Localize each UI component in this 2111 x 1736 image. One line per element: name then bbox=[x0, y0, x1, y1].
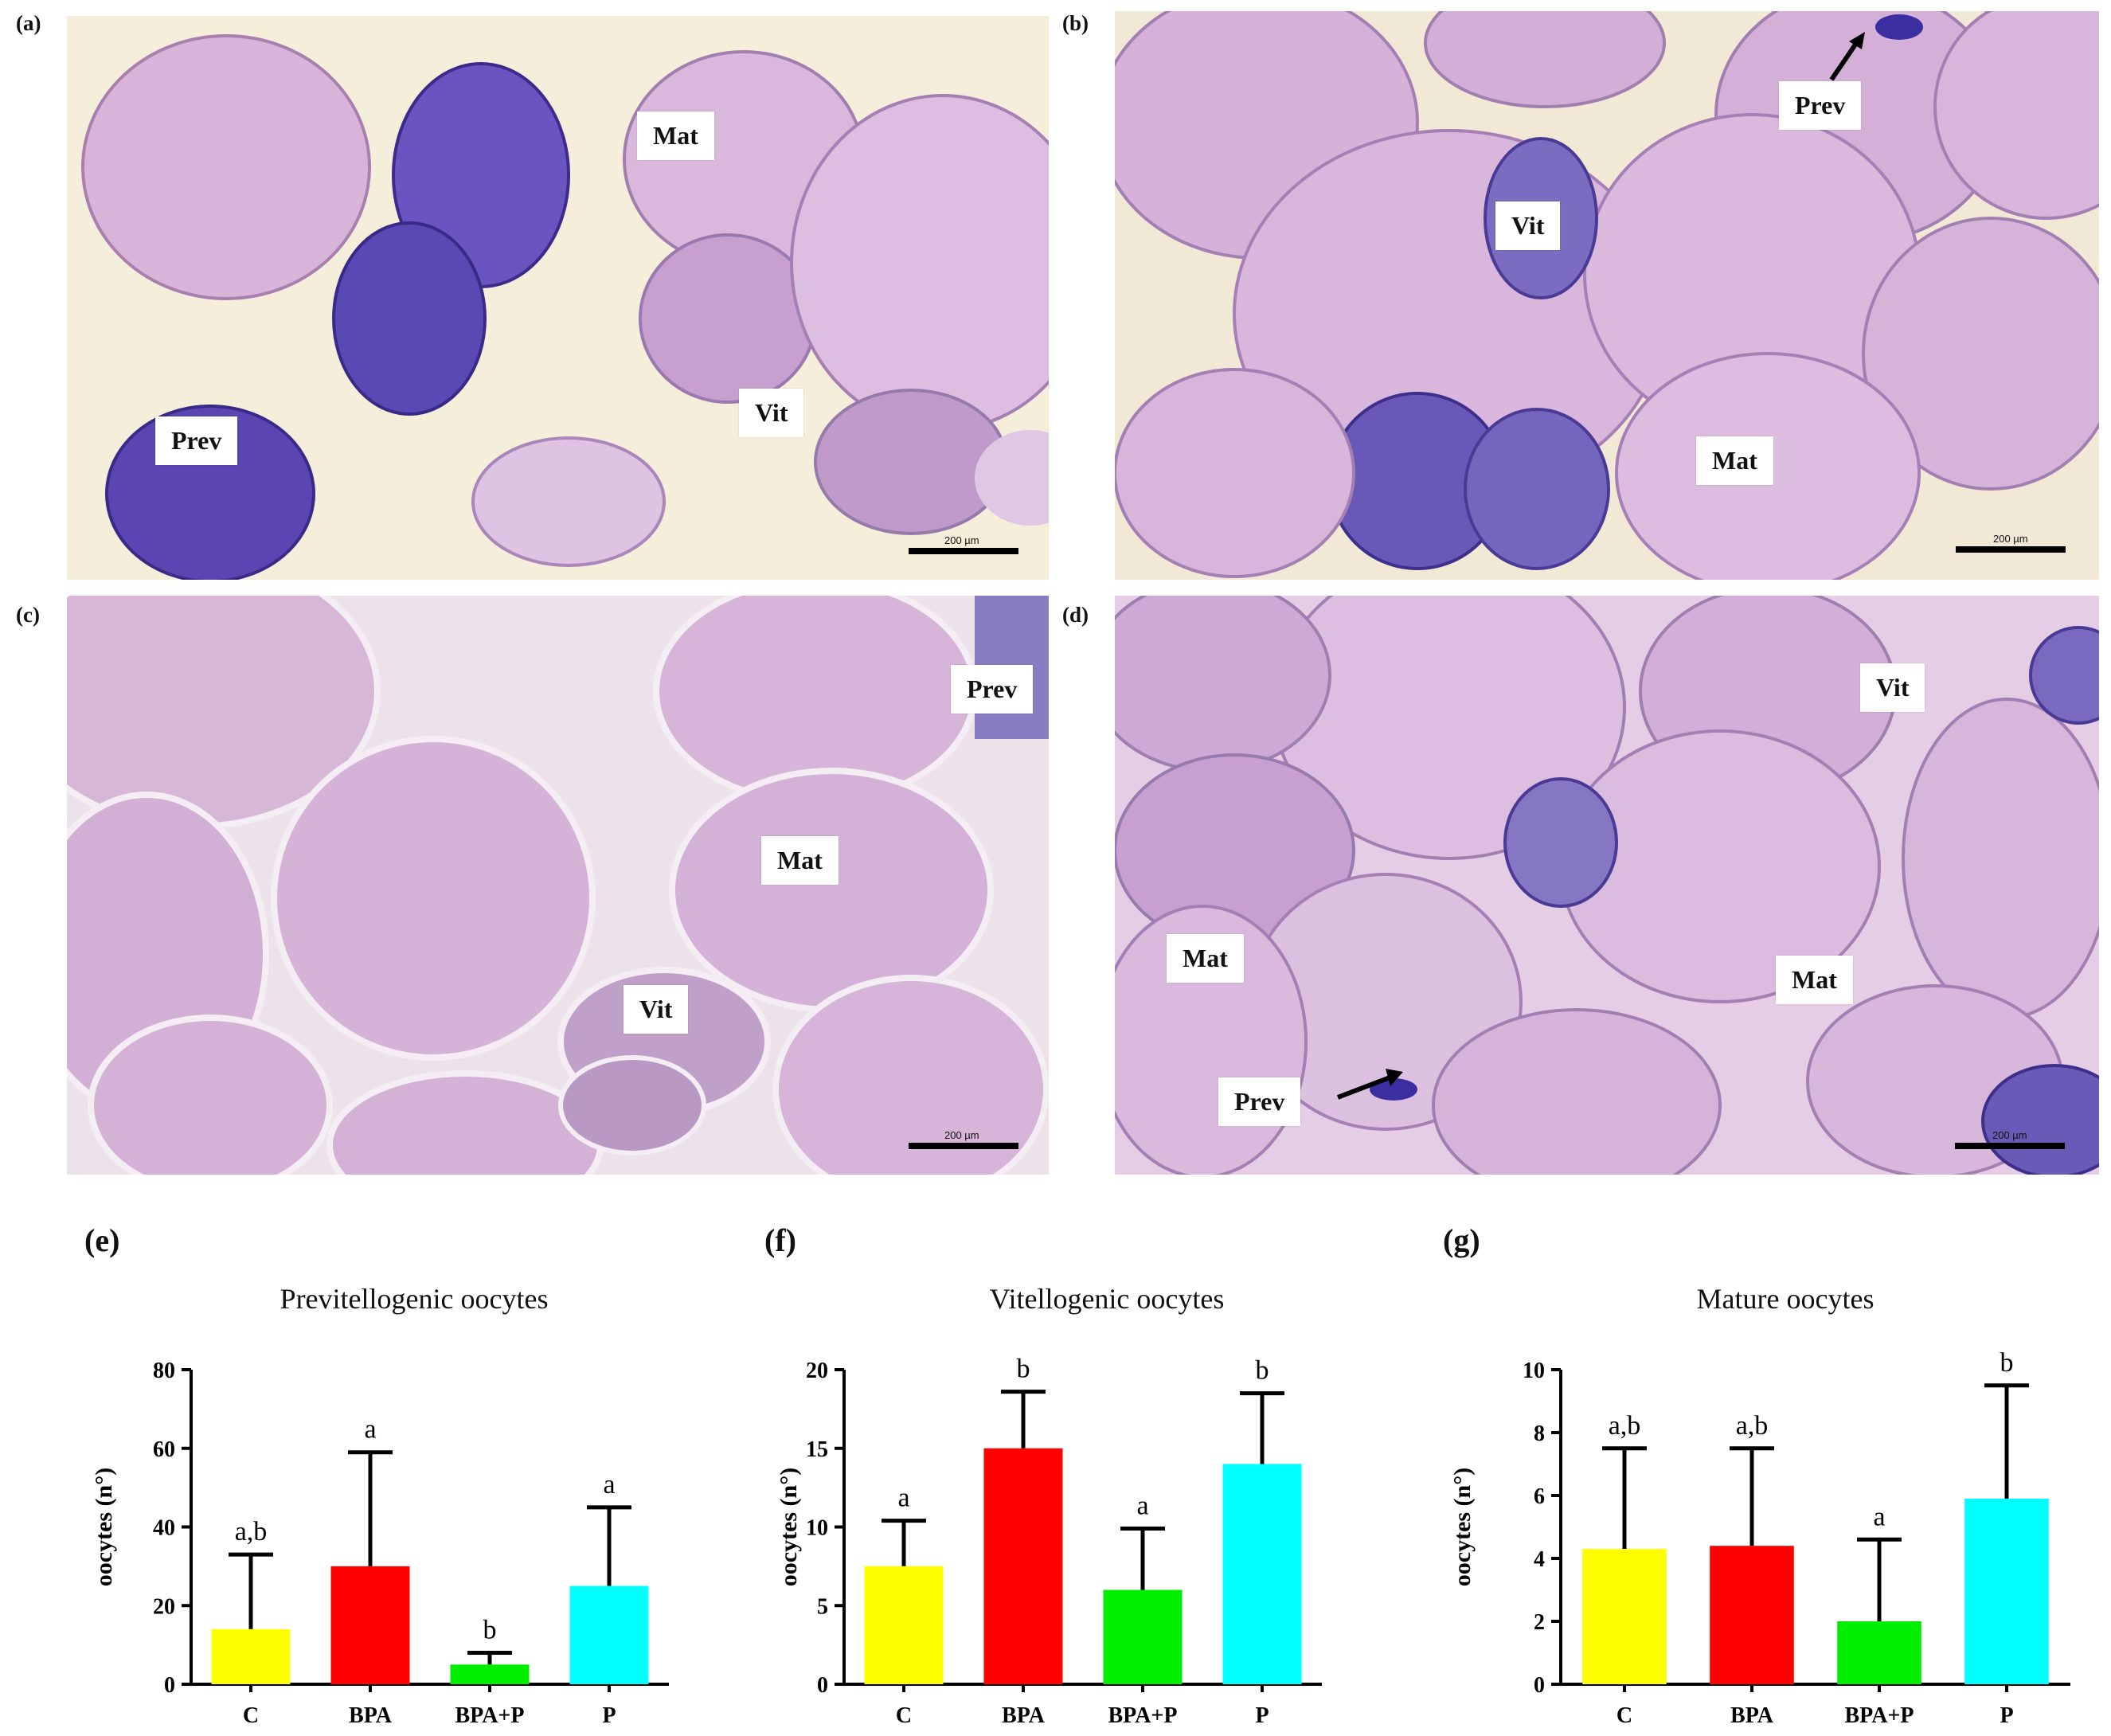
significance-letter: b bbox=[2000, 1348, 2014, 1378]
y-tick-label: 8 bbox=[1534, 1421, 1545, 1446]
y-tick-label: 0 bbox=[164, 1673, 175, 1698]
scale-label: 200 µm bbox=[944, 1129, 979, 1141]
bar-bpa-plus-p bbox=[1103, 1589, 1183, 1684]
bar-bpa-plus-p bbox=[450, 1664, 530, 1684]
tag-mat: Mat bbox=[637, 111, 714, 160]
x-tick-label: P bbox=[1255, 1703, 1269, 1728]
chart-svg: 0 2 4 6 8 10 oocytes (n°) a,b Ca,b BPA a BPA+P b P bbox=[1449, 1348, 2070, 1728]
tag-mat: Mat bbox=[1167, 934, 1244, 983]
y-tick-label: 0 bbox=[817, 1673, 828, 1698]
y-tick-label: 10 bbox=[1523, 1359, 1545, 1383]
x-tick-label: BPA+P bbox=[1845, 1703, 1914, 1728]
arrow-icon bbox=[1829, 32, 1865, 81]
bar-c bbox=[864, 1566, 944, 1684]
x-tick-label: BPA bbox=[349, 1703, 393, 1728]
arrow-icon bbox=[1336, 1069, 1403, 1100]
y-tick-label: 4 bbox=[1534, 1547, 1545, 1572]
significance-letter: b bbox=[1017, 1355, 1030, 1384]
y-tick-label: 10 bbox=[806, 1516, 828, 1541]
chart-label-g: (g) bbox=[1443, 1222, 1480, 1258]
significance-letter: a,b bbox=[235, 1517, 268, 1546]
tag-prev: Prev bbox=[1218, 1077, 1301, 1126]
x-tick-label: C bbox=[896, 1703, 912, 1728]
scale-bar bbox=[909, 548, 1018, 554]
chart-title: Mature oocytes bbox=[1696, 1283, 1874, 1315]
x-tick-label: C bbox=[243, 1703, 259, 1728]
chart-svg: 0 5 10 15 20 oocytes (n°) a Cb BPA a BPA+P b P bbox=[776, 1355, 1322, 1728]
panel-label-a: (a) bbox=[16, 11, 41, 35]
scale-label: 200 µm bbox=[944, 534, 979, 546]
micrograph-b bbox=[1115, 11, 2099, 580]
y-tick-label: 20 bbox=[153, 1594, 175, 1619]
x-tick-label: BPA+P bbox=[455, 1703, 525, 1728]
tag-mat: Mat bbox=[761, 836, 839, 885]
bar-bpa bbox=[330, 1566, 410, 1684]
tag-mat: Mat bbox=[1696, 436, 1773, 485]
x-tick-label: BPA bbox=[1730, 1703, 1774, 1728]
y-tick-label: 6 bbox=[1534, 1484, 1545, 1509]
bar-bpa bbox=[1710, 1546, 1794, 1684]
tag-mat: Mat bbox=[1776, 956, 1853, 1004]
chart-svg: 0 20 40 60 80 oocytes (n°) a,b Ca BPA b BPA+P a P bbox=[91, 1359, 669, 1728]
x-tick-label: P bbox=[602, 1703, 616, 1728]
bar-p bbox=[569, 1585, 649, 1684]
significance-letter: a bbox=[897, 1484, 909, 1513]
significance-letter: a,b bbox=[1609, 1411, 1641, 1441]
tag-vit: Vit bbox=[739, 389, 804, 437]
tag-vit: Vit bbox=[1860, 663, 1925, 712]
significance-letter: a bbox=[603, 1470, 615, 1499]
y-tick-label: 5 bbox=[817, 1594, 828, 1619]
scale-bar bbox=[1955, 1143, 2065, 1149]
tag-vit: Vit bbox=[624, 985, 689, 1034]
panel-label-c: (c) bbox=[16, 603, 40, 627]
scale-label: 200 µm bbox=[1993, 533, 2028, 545]
tag-prev: Prev bbox=[1779, 81, 1862, 130]
significance-letter: b bbox=[1256, 1356, 1269, 1386]
y-tick-label: 15 bbox=[806, 1437, 828, 1462]
micrograph-a bbox=[67, 16, 1049, 580]
x-tick-label: BPA+P bbox=[1108, 1703, 1178, 1728]
chart-label-e: (e) bbox=[84, 1222, 120, 1258]
y-axis-label: oocytes (n°) bbox=[776, 1468, 802, 1586]
y-axis-label: oocytes (n°) bbox=[1449, 1468, 1476, 1586]
tag-prev: Prev bbox=[951, 665, 1034, 714]
y-axis-label: oocytes (n°) bbox=[91, 1468, 117, 1586]
significance-letter: a bbox=[364, 1415, 376, 1445]
chart-title: Previtellogenic oocytes bbox=[280, 1283, 549, 1315]
y-tick-label: 80 bbox=[153, 1359, 175, 1383]
significance-letter: a,b bbox=[1736, 1411, 1769, 1441]
significance-letter: a bbox=[1873, 1502, 1885, 1531]
chart-title: Vitellogenic oocytes bbox=[989, 1283, 1225, 1315]
bar-c bbox=[1582, 1549, 1667, 1684]
y-tick-label: 2 bbox=[1534, 1610, 1545, 1635]
panel-label-b: (b) bbox=[1062, 11, 1089, 35]
bar-p bbox=[1222, 1464, 1302, 1684]
significance-letter: b bbox=[483, 1616, 497, 1645]
bar-bpa bbox=[983, 1448, 1063, 1684]
bar-c bbox=[211, 1628, 291, 1684]
x-tick-label: P bbox=[2000, 1703, 2013, 1728]
scale-label: 200 µm bbox=[1992, 1129, 2027, 1141]
y-tick-label: 40 bbox=[153, 1516, 175, 1541]
micrograph-c bbox=[67, 596, 1049, 1175]
scale-bar bbox=[909, 1143, 1018, 1149]
bar-bpa-plus-p bbox=[1837, 1621, 1921, 1684]
x-tick-label: BPA bbox=[1002, 1703, 1046, 1728]
bar-p bbox=[1964, 1498, 2049, 1684]
tag-vit: Vit bbox=[1495, 201, 1561, 250]
x-tick-label: C bbox=[1616, 1703, 1632, 1728]
scale-bar bbox=[1956, 546, 2066, 553]
tag-prev: Prev bbox=[155, 416, 238, 465]
significance-letter: a bbox=[1136, 1491, 1148, 1520]
y-tick-label: 0 bbox=[1534, 1673, 1545, 1698]
chart-label-f: (f) bbox=[764, 1222, 796, 1258]
panel-label-d: (d) bbox=[1062, 603, 1089, 627]
micrograph-d bbox=[1115, 596, 2099, 1175]
y-tick-label: 60 bbox=[153, 1437, 175, 1462]
y-tick-label: 20 bbox=[806, 1359, 828, 1383]
